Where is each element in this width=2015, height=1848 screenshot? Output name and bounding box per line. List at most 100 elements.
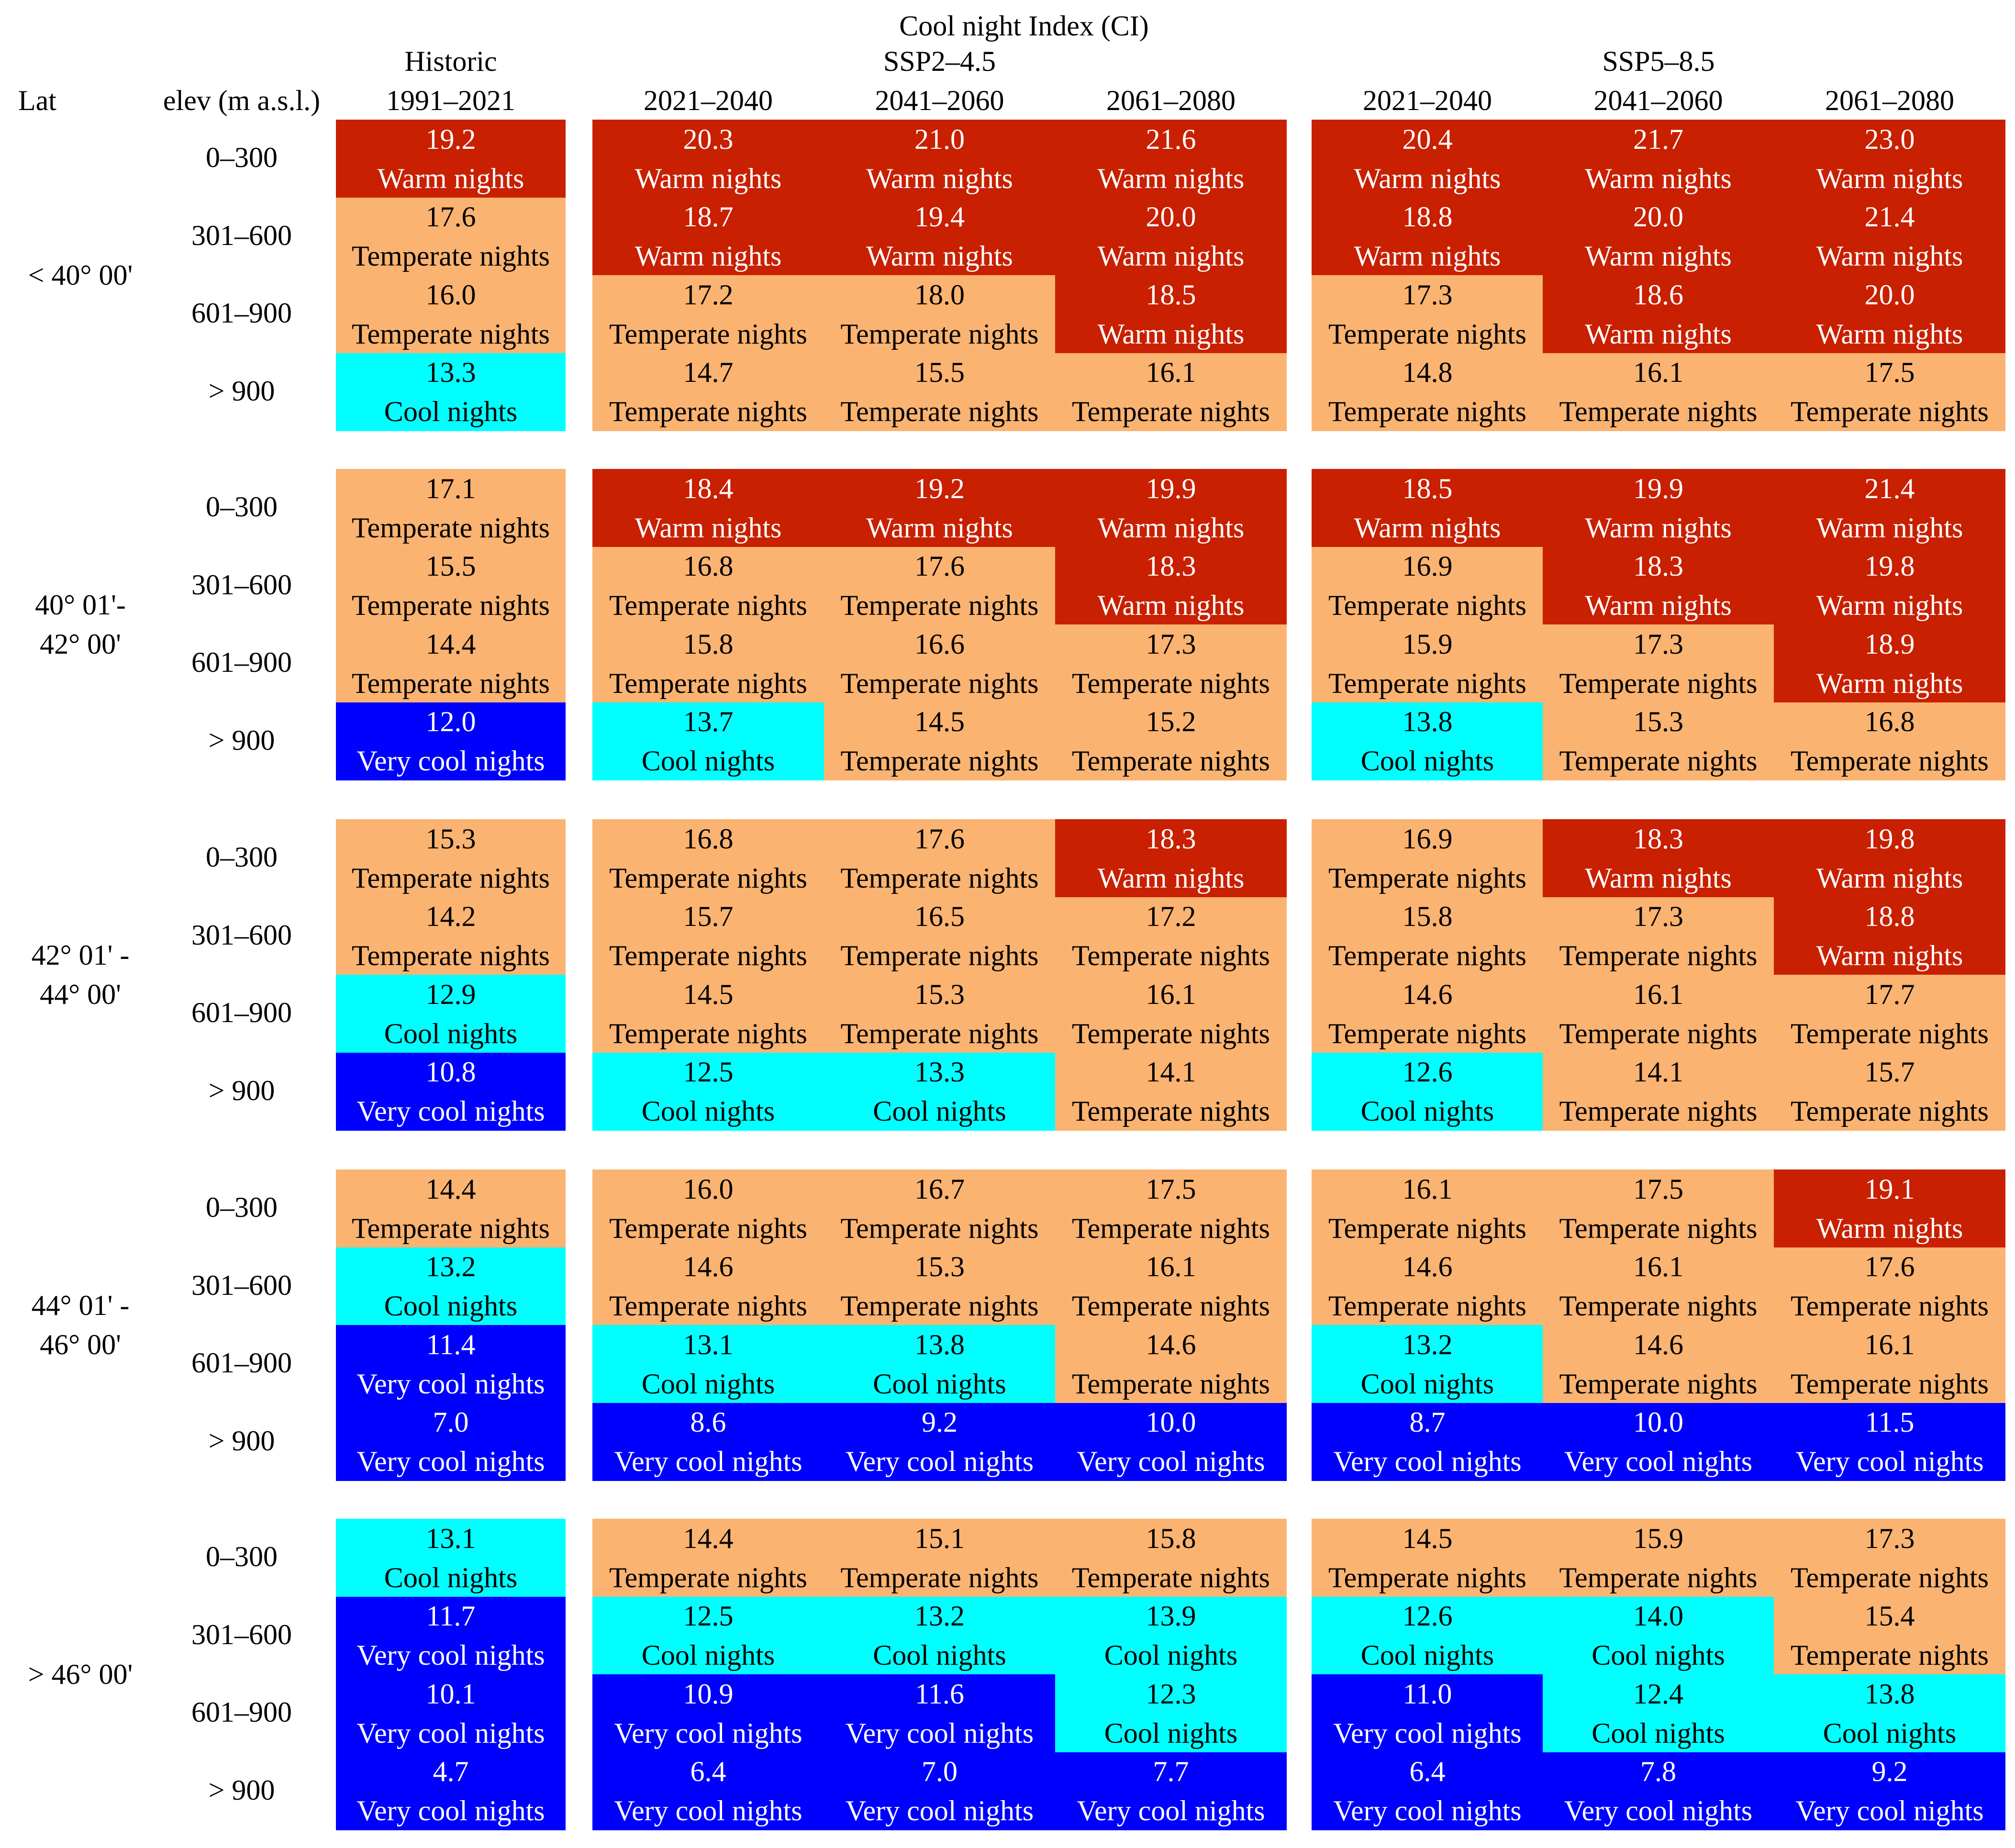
ci-class: Temperate nights: [1791, 1095, 1989, 1127]
ci-cell: 13.9 Cool nights: [1055, 1596, 1287, 1675]
ci-class: Temperate nights: [352, 590, 550, 622]
ci-cell: 14.5 Temperate nights: [824, 702, 1055, 780]
ci-cell: 17.6 Temperate nights: [336, 197, 566, 276]
ci-class: Temperate nights: [1559, 1212, 1758, 1244]
ci-class: Warm nights: [1354, 162, 1501, 194]
ci-cell: 14.6 Temperate nights: [1543, 1325, 1774, 1403]
ci-class: Temperate nights: [609, 1290, 807, 1322]
ci-class: Temperate nights: [1791, 1368, 1989, 1400]
ci-class: Temperate nights: [1328, 1212, 1526, 1244]
ci-cell: 21.7 Warm nights: [1543, 120, 1774, 198]
ci-value: 17.3: [1633, 901, 1683, 933]
ci-class: Very cool nights: [356, 745, 545, 777]
ci-value: 19.1: [1864, 1173, 1915, 1205]
ci-value: 13.9: [1146, 1600, 1196, 1632]
ci-cell: 19.8 Warm nights: [1774, 819, 2005, 898]
ci-value: 18.8: [1402, 201, 1453, 233]
ci-value: 12.4: [1633, 1678, 1683, 1710]
ci-class: Cool nights: [1360, 1639, 1494, 1671]
ci-cell: 14.6 Temperate nights: [1312, 975, 1543, 1053]
ci-class: Temperate nights: [840, 862, 1039, 894]
ci-class: Temperate nights: [1559, 1017, 1758, 1049]
ci-cell: 13.3 Cool nights: [336, 353, 566, 431]
ci-class: Very cool nights: [845, 1795, 1034, 1827]
lat-band-label: 40° 01'- 42° 00': [4, 585, 157, 664]
ci-class: Temperate nights: [609, 396, 807, 428]
chart-title: Cool night Index (CI): [899, 10, 1149, 42]
ci-value: 19.2: [425, 123, 476, 155]
ci-value: 17.5: [1146, 1173, 1196, 1205]
ci-cell: 7.0 Very cool nights: [824, 1752, 1055, 1830]
ci-value: 9.2: [922, 1406, 957, 1438]
ci-value: 15.9: [1402, 628, 1453, 660]
ci-value: 16.8: [683, 823, 734, 855]
lat-band-label: 44° 01' - 46° 00': [4, 1286, 157, 1364]
elevation-label: > 900: [208, 1074, 275, 1106]
ci-cell: 14.6 Temperate nights: [1312, 1247, 1543, 1325]
ci-value: 15.5: [914, 356, 965, 389]
ci-cell: 16.8 Temperate nights: [592, 546, 824, 625]
ci-class: Temperate nights: [609, 590, 807, 622]
ci-cell: 18.3 Warm nights: [1055, 546, 1287, 625]
elevation-label: > 900: [208, 1425, 275, 1457]
ci-value: 13.2: [914, 1600, 965, 1632]
ci-value: 17.7: [1864, 978, 1915, 1010]
ci-class: Warm nights: [1097, 590, 1245, 622]
ci-cell: 16.5 Temperate nights: [824, 897, 1055, 975]
ci-cell: 15.7 Temperate nights: [592, 897, 824, 975]
ci-class: Temperate nights: [352, 667, 550, 699]
ci-cell: 10.1 Very cool nights: [336, 1674, 566, 1753]
ci-class: Warm nights: [1816, 240, 1963, 272]
ci-class: Very cool nights: [356, 1639, 545, 1671]
ci-cell: 7.0 Very cool nights: [336, 1403, 566, 1481]
ci-value: 16.1: [1633, 356, 1683, 389]
ci-value: 11.7: [426, 1600, 476, 1632]
ci-value: 19.9: [1146, 472, 1196, 504]
ci-class: Temperate nights: [1559, 1290, 1758, 1322]
ci-value: 13.3: [914, 1056, 965, 1088]
ci-value: 16.8: [683, 550, 734, 582]
lat-band-label: < 40° 00': [4, 256, 157, 295]
ci-value: 21.4: [1864, 472, 1915, 504]
ci-value: 7.0: [433, 1406, 469, 1438]
ci-cell: 14.2 Temperate nights: [336, 897, 566, 975]
ci-value: 14.0: [1633, 1600, 1683, 1632]
ci-class: Very cool nights: [356, 1795, 545, 1827]
ci-value: 7.8: [1640, 1756, 1676, 1788]
lat-band-label-line: 44° 00': [40, 979, 121, 1010]
ci-value: 6.4: [1409, 1756, 1446, 1788]
ci-value: 13.3: [425, 356, 476, 389]
ci-cell: 12.6 Cool nights: [1312, 1596, 1543, 1675]
ci-class: Temperate nights: [1072, 1017, 1270, 1049]
elevation-label: 301–600: [191, 219, 292, 251]
ci-cell: 12.9 Cool nights: [336, 975, 566, 1053]
ci-cell: 18.4 Warm nights: [592, 469, 824, 547]
ci-cell: 20.3 Warm nights: [592, 120, 824, 198]
ci-value: 14.6: [683, 1251, 734, 1283]
ci-class: Temperate nights: [840, 590, 1039, 622]
ci-class: Warm nights: [1097, 862, 1245, 894]
ci-cell: 15.8 Temperate nights: [592, 624, 824, 703]
ci-class: Temperate nights: [352, 1212, 550, 1244]
elevation-label: 301–600: [191, 1269, 292, 1301]
ci-cell: 7.8 Very cool nights: [1543, 1752, 1774, 1830]
ci-cell: 15.5 Temperate nights: [824, 353, 1055, 431]
ci-cell: 18.8 Warm nights: [1312, 197, 1543, 276]
ci-value: 18.3: [1146, 550, 1196, 582]
ci-class: Very cool nights: [1795, 1795, 1984, 1827]
ci-value: 11.4: [426, 1328, 476, 1360]
ci-value: 12.5: [683, 1600, 734, 1632]
ci-class: Very cool nights: [1333, 1446, 1522, 1478]
ci-class: Very cool nights: [356, 1095, 545, 1127]
ci-class: Temperate nights: [1559, 667, 1758, 699]
ci-value: 16.0: [425, 278, 476, 311]
ci-value: 21.0: [914, 123, 965, 155]
ci-value: 10.1: [425, 1678, 476, 1710]
ci-class: Warm nights: [377, 162, 524, 194]
ci-value: 17.5: [1633, 1173, 1683, 1205]
ci-class: Warm nights: [1585, 512, 1732, 544]
ci-class: Very cool nights: [356, 1446, 545, 1478]
ci-value: 23.0: [1864, 123, 1915, 155]
ci-class: Temperate nights: [609, 940, 807, 972]
